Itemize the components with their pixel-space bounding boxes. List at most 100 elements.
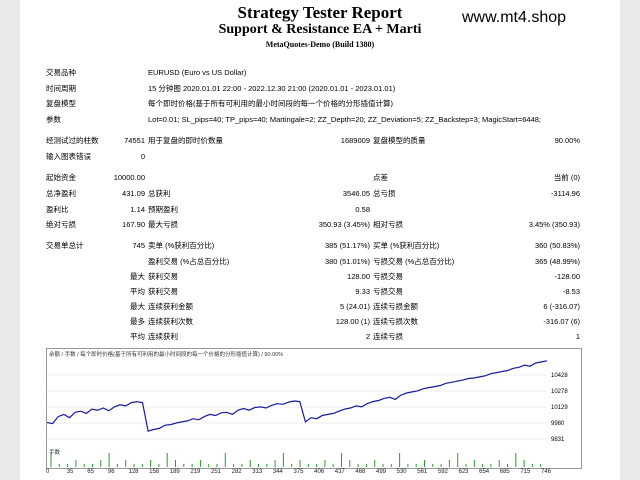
spread-label: 点差 (373, 173, 388, 182)
y-tick-label: 10278 (551, 389, 568, 395)
consec-profit-value: 128.00 (1) (335, 317, 370, 326)
report-subtitle: Support & Resistance EA + Marti (218, 22, 422, 37)
period-value: 15 分钟图 2020.01.01 22:00 - 2022.12.30 21:… (148, 84, 396, 93)
loss-trades-value: 365 (48.99%) (534, 257, 580, 266)
max-drawdown-label: 最大亏损 (148, 220, 178, 229)
x-tick-label: 189 (169, 469, 180, 475)
report-title: Strategy Tester Report (237, 3, 403, 22)
balance-line (47, 360, 548, 432)
params-value: Lot=0.01; SL_pips=40; TP_pips=40; Martin… (148, 115, 542, 124)
avg-win-label: 获利交易 (148, 287, 178, 296)
total-trades-label: 交易单总计 (46, 241, 84, 250)
gross-profit-label: 总获利 (148, 189, 171, 198)
symbol-label: 交易品种 (46, 68, 76, 77)
x-tick-label: 685 (499, 469, 510, 475)
row-average-prefix: 平均 (130, 287, 145, 296)
x-tick-label: 623 (458, 469, 469, 475)
net-profit-label: 总净盈利 (46, 189, 76, 198)
left-margin (0, 0, 20, 480)
short-label: 卖单 (%获利百分比) (148, 241, 215, 250)
y-tick-label: 10428 (551, 373, 568, 379)
profit-factor-value: 1.14 (130, 205, 145, 214)
model-label: 复盘模型 (46, 99, 76, 108)
gross-loss-label: 总亏损 (373, 189, 396, 198)
loss-trades-label: 亏损交易 (%占总百分比) (373, 257, 455, 266)
ticks-value: 1689009 (340, 136, 370, 145)
deposit-value: 10000.00 (113, 173, 145, 182)
x-tick-label: 0 (46, 469, 50, 475)
x-tick-label: 158 (149, 469, 160, 475)
x-tick-label: 468 (355, 469, 366, 475)
params-label: 参数 (46, 115, 61, 124)
bars-label: 经测试过的柱数 (46, 136, 99, 145)
x-tick-label: 592 (437, 469, 448, 475)
model-value: 每个即时价格(基于所有可利用的最小时间段的每一个价格的分形插值计算) (148, 99, 393, 108)
expected-payoff-label: 预期盈利 (148, 205, 178, 214)
x-tick-label: 344 (272, 469, 283, 475)
win-trades-value: 380 (51.01%) (324, 257, 370, 266)
win-trades-label: 盈利交易 (%占总百分比) (148, 257, 230, 266)
gross-loss-value: -3114.96 (550, 189, 580, 198)
avg-consec-losses-value: 1 (575, 332, 580, 341)
x-tick-label: 219 (190, 469, 201, 475)
right-margin (620, 0, 640, 480)
server-info: MetaQuotes-Demo (Build 1380) (265, 40, 375, 49)
lots-plot (50, 453, 542, 467)
abs-drawdown-label: 绝对亏损 (46, 220, 76, 229)
long-label: 买单 (%获利百分比) (373, 241, 440, 250)
x-tick-label: 35 (66, 469, 74, 475)
x-tick-label: 406 (314, 469, 325, 475)
symbol-value: EURUSD (Euro vs US Dollar) (148, 68, 247, 77)
x-tick-label: 128 (128, 469, 139, 475)
row-avg2-prefix: 平均 (130, 332, 145, 341)
x-tick-label: 313 (252, 469, 263, 475)
y-tick-label: 9831 (551, 437, 565, 443)
x-tick-label: 282 (231, 469, 242, 475)
spread-value: 当前 (0) (553, 173, 580, 182)
lots-label: 手数 (49, 450, 61, 456)
consec-loss-label: 连续亏损次数 (373, 317, 418, 326)
ticks-label: 用于复盘的即时价数量 (148, 136, 223, 145)
consec-losses-value: 6 (-316.07) (543, 302, 580, 311)
period-label: 时间周期 (46, 84, 76, 93)
abs-drawdown-value: 167.90 (122, 220, 145, 229)
x-tick-label: 65 (87, 469, 94, 475)
consec-wins-label: 连续获利金额 (148, 302, 193, 311)
x-tick-label: 375 (293, 469, 304, 475)
consec-losses-label: 连续亏损金额 (373, 302, 418, 311)
x-tick-label: 96 (107, 469, 115, 475)
total-trades-value: 745 (132, 241, 145, 250)
avg-win-value: 9.33 (355, 287, 370, 296)
largest-loss-label: 亏损交易 (373, 272, 403, 281)
lots-chart: 手数 (46, 447, 582, 469)
y-tick-label: 9980 (551, 421, 565, 427)
y-tick-label: 10129 (551, 405, 568, 411)
gross-profit-value: 3546.05 (342, 189, 370, 198)
x-tick-label: 437 (334, 469, 345, 475)
avg-loss-label: 亏损交易 (373, 287, 403, 296)
deposit-label: 起始资金 (46, 173, 76, 182)
max-drawdown-value: 350.93 (3.45%) (318, 220, 370, 229)
row-largest-prefix: 最大 (130, 272, 145, 281)
x-tick-label: 561 (417, 469, 428, 475)
avg-consec-losses-label: 连续亏损 (373, 332, 403, 341)
x-tick-label: 530 (396, 469, 407, 475)
row-max-prefix: 最大 (130, 302, 145, 311)
chart-legend: 余额 / 手数 / 每个即时价格(基于所有可利用的最小时间段的每一个价格的分形插… (49, 352, 284, 358)
balance-plot: 10428 10278 10129 9980 9831 (47, 360, 568, 443)
x-tick-label: 251 (211, 469, 222, 475)
avg-consec-wins-value: 2 (365, 332, 370, 341)
short-value: 385 (51.17%) (324, 241, 370, 250)
watermark: www.mt4.shop (462, 9, 567, 26)
consec-loss-value: -316.07 (6) (543, 317, 580, 326)
avg-loss-value: -8.53 (562, 287, 580, 296)
quality-label: 复盘模型的质量 (373, 136, 426, 145)
bars-value: 74551 (124, 136, 145, 145)
row-most-prefix: 最多 (130, 317, 145, 326)
quality-value: 90.00% (554, 136, 580, 145)
x-tick-label: 746 (541, 469, 552, 475)
expected-payoff-value: 0.58 (355, 205, 370, 214)
largest-win-value: 128.00 (347, 272, 370, 281)
balance-chart: 余额 / 手数 / 每个即时价格(基于所有可利用的最小时间段的每一个价格的分形插… (46, 348, 582, 448)
consec-wins-value: 5 (24.01) (339, 302, 370, 311)
